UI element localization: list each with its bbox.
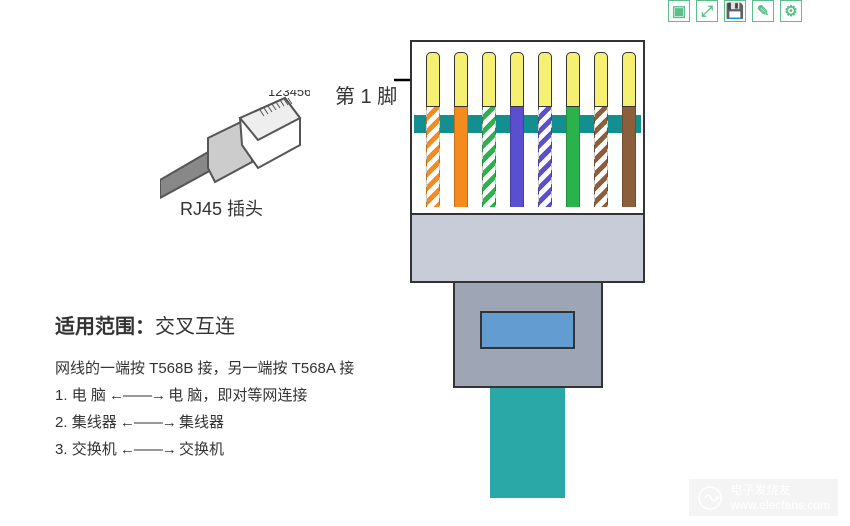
arrow-icon: ←——→: [117, 441, 179, 458]
wire-white-green: [482, 107, 496, 207]
wire-white-blue: [538, 107, 552, 207]
wire-white-brown: [594, 107, 608, 207]
line-left: 电 脑: [72, 387, 106, 404]
clip-window: [480, 311, 575, 349]
pin-7: [594, 52, 608, 202]
gold-contact: [566, 52, 580, 107]
pin1-label: 第 1 脚: [335, 80, 397, 109]
edit-icon[interactable]: ✎: [752, 0, 774, 22]
pin-1: [426, 52, 440, 202]
arrow-icon: ←——→: [106, 387, 168, 404]
arrow-icon: ←——→: [117, 414, 179, 431]
pin-8: [622, 52, 636, 202]
subtitle: 网线的一端按 T568B 接，另一端按 T568A 接: [55, 355, 354, 382]
usage-line-2: 2. 集线器 ←——→ 集线器: [55, 409, 354, 436]
wire-green: [566, 107, 580, 207]
toolbar: ▣ ⤢ 💾 ✎ ⚙: [668, 0, 802, 22]
pin-5: [538, 52, 552, 202]
gold-contact: [622, 52, 636, 107]
expand-icon[interactable]: ⤢: [696, 0, 718, 22]
gold-contact: [538, 52, 552, 107]
save-icon[interactable]: 💾: [724, 0, 746, 22]
usage-list: 1. 电 脑 ←——→ 电 脑，即对等网连接2. 集线器 ←——→ 集线器3. …: [55, 382, 354, 463]
gold-contact: [426, 52, 440, 107]
line-right: 电 脑，即对等网连接: [168, 387, 307, 404]
connector-body: [410, 215, 645, 283]
wire-blue: [510, 107, 524, 207]
gold-contact: [482, 52, 496, 107]
scope-label: 适用范围：: [55, 316, 155, 338]
line-right: 交换机: [179, 441, 224, 458]
line-left: 集线器: [72, 414, 117, 431]
pin-4: [510, 52, 524, 202]
pins-row: [410, 40, 645, 215]
diagram-canvas: ▣ ⤢ 💾 ✎ ⚙ 12345678 RJ45 插头: [0, 0, 850, 526]
connector-clip: [453, 283, 603, 388]
line-left: 交换机: [72, 441, 117, 458]
line-num: 3.: [55, 441, 72, 458]
watermark-brand: 电子发烧友: [731, 483, 830, 497]
pin-2: [454, 52, 468, 202]
line-num: 2.: [55, 414, 72, 431]
watermark: 电子发烧友 www.elecfans.com: [689, 479, 838, 516]
rj45-caption: RJ45 插头: [180, 195, 263, 221]
pin-numbers-text: 12345678: [268, 90, 310, 99]
scope-title: 适用范围：交叉互连: [55, 310, 354, 339]
pin-6: [566, 52, 580, 202]
rj45-connector-diagram: [410, 40, 645, 460]
usage-line-1: 1. 电 脑 ←——→ 电 脑，即对等网连接: [55, 382, 354, 409]
image-icon[interactable]: ▣: [668, 0, 690, 22]
pin-3: [482, 52, 496, 202]
gold-contact: [510, 52, 524, 107]
wire-white-orange: [426, 107, 440, 207]
settings-icon[interactable]: ⚙: [780, 0, 802, 22]
line-right: 集线器: [179, 414, 224, 431]
wire-brown: [622, 107, 636, 207]
cable: [490, 388, 565, 498]
watermark-url: www.elecfans.com: [731, 498, 830, 512]
gold-contact: [594, 52, 608, 107]
description-block: 适用范围：交叉互连 网线的一端按 T568B 接，另一端按 T568A 接 1.…: [55, 310, 354, 463]
gold-contact: [454, 52, 468, 107]
rj45-small-illustration: 12345678: [160, 90, 310, 210]
watermark-logo: [697, 485, 723, 511]
line-num: 1.: [55, 387, 72, 404]
scope-value: 交叉互连: [155, 316, 235, 338]
usage-line-3: 3. 交换机 ←——→ 交换机: [55, 436, 354, 463]
wire-orange: [454, 107, 468, 207]
